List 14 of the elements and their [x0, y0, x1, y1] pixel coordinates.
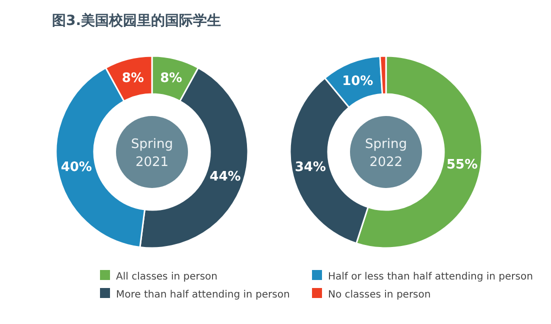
data-label: 55%: [446, 158, 478, 173]
legend-label: Half or less than half attending in person: [328, 272, 533, 282]
text: Spring 2022: [365, 137, 407, 170]
chart-title: 图3.美国校园里的国际学生: [52, 12, 222, 29]
data-label: 10%: [342, 74, 374, 89]
data-label: 44%: [210, 169, 241, 184]
data-label: 34%: [294, 160, 326, 175]
data-label: 40%: [60, 160, 92, 175]
legend-label: All classes in person: [116, 272, 218, 282]
legend-label: No classes in person: [328, 290, 431, 300]
data-label: 8%: [122, 70, 144, 86]
data-label: 8%: [160, 70, 182, 86]
text: Spring 2021: [131, 137, 173, 170]
legend-label: More than half attending in person: [116, 290, 290, 300]
